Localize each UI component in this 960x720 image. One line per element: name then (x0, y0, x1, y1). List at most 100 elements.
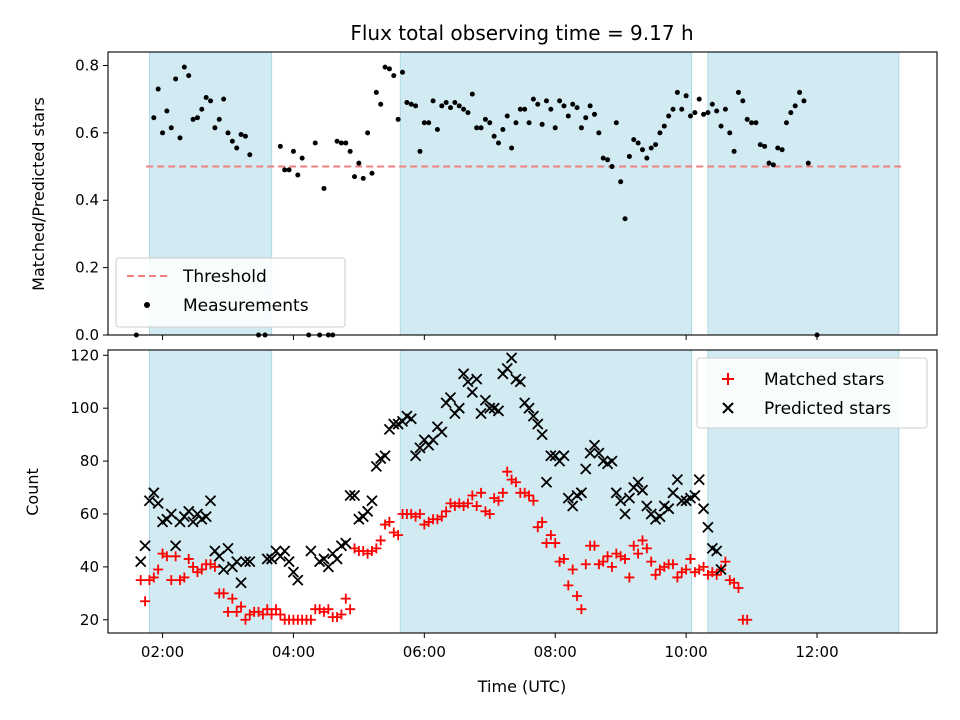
measurement-point-61 (434, 126, 440, 132)
measurement-point-113 (661, 123, 667, 129)
matched-stars-point-104 (589, 540, 600, 551)
measurement-point-15 (212, 125, 218, 131)
predicted-stars-point-12 (187, 516, 199, 528)
matched-stars-point-111 (620, 553, 631, 564)
measurement-point-70 (474, 125, 480, 131)
bottom-y-ticks: 20 40 60 80 100 120 (70, 346, 108, 629)
measurement-point-92 (570, 101, 576, 107)
predicted-stars-point-4 (152, 497, 164, 510)
predicted-stars-point-69 (462, 376, 474, 388)
measurement-point-42 (352, 174, 358, 180)
measurement-point-83 (530, 96, 536, 102)
measurement-point-7 (177, 135, 183, 141)
measurement-point-103 (618, 179, 624, 185)
bottom-y-tick-label-3: 80 (80, 452, 99, 470)
measurement-point-106 (631, 137, 637, 143)
matched-stars-point-1 (140, 596, 151, 607)
top-y-tick-label-3: 0.6 (75, 124, 99, 142)
matched-stars-point-83 (497, 487, 508, 498)
measurement-point-112 (657, 130, 663, 136)
matched-stars-point-106 (598, 556, 609, 567)
measurement-point-105 (626, 153, 632, 159)
predicted-stars-point-0 (135, 555, 147, 568)
predicted-stars-point-63 (436, 426, 448, 438)
predicted-legend-label: Predicted stars (764, 399, 891, 419)
measurement-point-130 (735, 89, 741, 95)
measurement-point-75 (496, 140, 502, 146)
matched-stars-point-10 (179, 572, 190, 583)
matched-stars-point-123 (672, 572, 683, 583)
predicted-stars-point-115 (663, 503, 675, 515)
matched-stars-point-19 (218, 588, 229, 599)
measurement-point-118 (683, 93, 689, 99)
predicted-stars-point-22 (231, 555, 243, 568)
predicted-stars-point-105 (619, 508, 631, 520)
matched-stars-point-55 (375, 535, 386, 546)
measurement-point-95 (583, 115, 589, 121)
measurement-point-33 (312, 140, 318, 146)
predicted-stars-point-123 (697, 503, 710, 515)
measurement-point-76 (500, 126, 506, 132)
measurement-point-18 (225, 130, 231, 136)
measurement-point-41 (347, 148, 353, 154)
measurement-point-58 (421, 120, 427, 126)
measurement-point-133 (749, 120, 755, 126)
top-y-ticks: 0.0 0.2 0.4 0.6 0.8 (75, 56, 108, 344)
predicted-stars-point-86 (536, 428, 548, 441)
predicted-stars-point-33 (292, 574, 304, 586)
measurements-legend-label: Measurements (183, 296, 309, 316)
predicted-stars-point-25 (244, 555, 256, 568)
measurement-point-40 (343, 140, 349, 146)
predicted-stars-point-71 (471, 373, 483, 385)
matched-stars-point-7 (166, 575, 177, 586)
predicted-stars-point-124 (702, 521, 714, 533)
predicted-stars-point-126 (711, 545, 723, 557)
measurement-point-146 (805, 160, 811, 166)
measurement-point-44 (360, 175, 366, 181)
predicted-stars-point-65 (444, 391, 457, 404)
predicted-stars-point-102 (606, 455, 618, 467)
measurement-point-131 (740, 98, 746, 104)
measurement-point-71 (478, 125, 484, 131)
top-legend-box (115, 257, 346, 328)
measurement-point-109 (644, 155, 650, 161)
predicted-stars-point-127 (715, 563, 727, 576)
measurement-point-67 (461, 106, 467, 112)
predicted-stars-point-103 (610, 487, 622, 499)
measurement-point-47 (373, 89, 379, 95)
measurements-points (133, 64, 820, 338)
measurement-point-62 (439, 103, 445, 109)
predicted-stars-point-1 (139, 540, 151, 552)
measurement-point-114 (666, 113, 672, 119)
measurement-point-116 (674, 89, 680, 95)
predicted-stars-point-16 (204, 495, 217, 507)
predicted-stars-point-106 (623, 492, 636, 504)
predicted-stars-point-15 (200, 510, 212, 523)
matched-stars-point-118 (650, 569, 661, 580)
matched-stars-point-70 (441, 506, 452, 517)
matched-stars-point-95 (550, 538, 561, 549)
matched-stars-point-115 (637, 535, 648, 546)
measurement-point-89 (557, 98, 563, 104)
bottom-y-tick-label-5: 120 (70, 346, 99, 364)
matched-stars-point-12 (188, 561, 199, 572)
matched-stars-point-17 (209, 561, 220, 572)
matched-stars-point-31 (270, 604, 281, 615)
bottom-y-tick-label-2: 60 (80, 505, 99, 523)
matched-stars-point-82 (493, 495, 504, 506)
predicted-stars-point-11 (183, 505, 195, 517)
bottom-y-tick-label-0: 20 (80, 611, 99, 629)
bottom-legend-box (696, 357, 928, 429)
matched-stars-point-107 (602, 551, 613, 562)
measurement-point-53 (400, 69, 406, 75)
measurement-point-10 (190, 116, 196, 122)
measurement-point-43 (356, 160, 362, 166)
matched-stars-point-91 (532, 522, 543, 533)
predicted-stars-point-50 (379, 450, 391, 462)
predicted-stars-point-68 (457, 368, 470, 380)
predicted-stars-point-34 (305, 545, 317, 557)
measurement-point-111 (653, 142, 659, 148)
matched-stars-point-8 (170, 551, 181, 562)
matched-stars-point-64 (414, 508, 425, 519)
measurement-point-93 (574, 105, 580, 111)
